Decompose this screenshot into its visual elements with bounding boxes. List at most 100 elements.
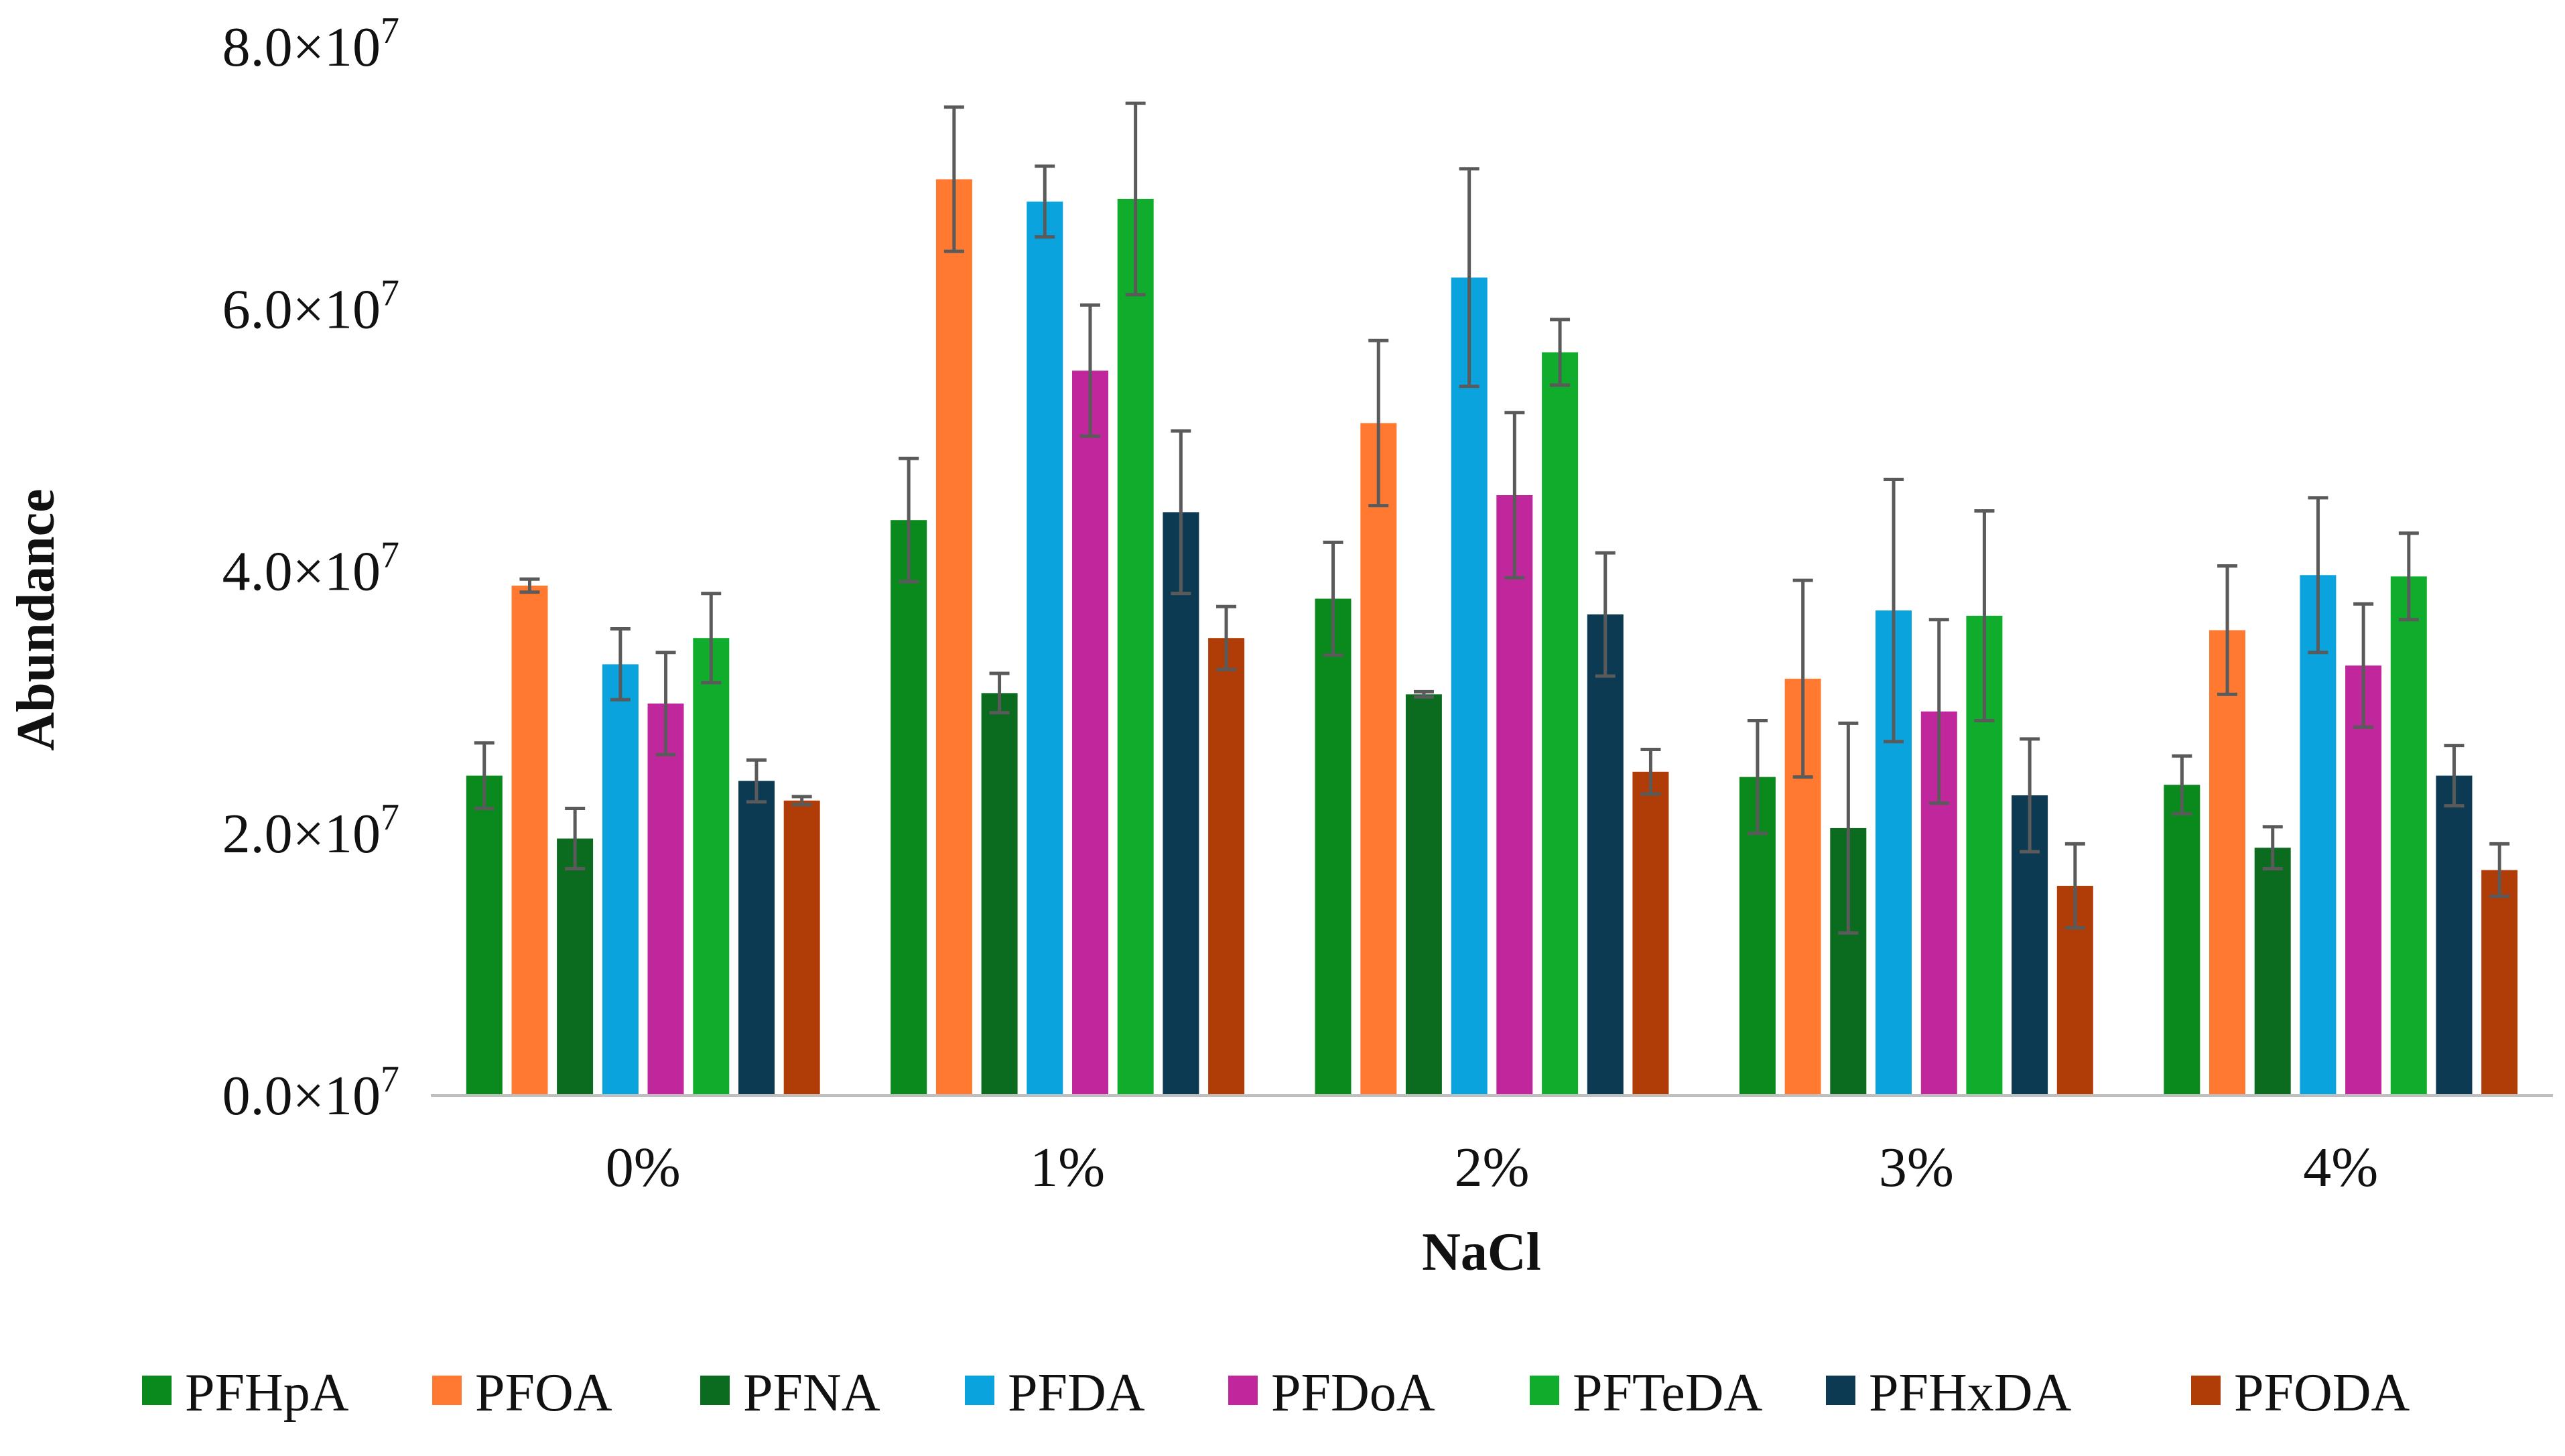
- error-bar: [1640, 748, 1661, 796]
- legend-swatch: [142, 1376, 172, 1405]
- error-bar: [2398, 531, 2419, 622]
- error-bar: [519, 577, 540, 594]
- x-tick-label: 2%: [1455, 1136, 1530, 1199]
- series-pfteda: [693, 101, 2427, 1094]
- y-axis-title: Abundance: [7, 488, 66, 750]
- legend-label: PFHxDA: [1869, 1364, 2072, 1422]
- error-bar: [1079, 303, 1100, 438]
- x-tick-label: 0%: [606, 1136, 681, 1199]
- error-bar: [1413, 689, 1434, 699]
- bar-pfna-2pct: [1405, 694, 1442, 1094]
- bar-pfoa-1pct: [935, 179, 972, 1094]
- x-tick-label: 1%: [1030, 1136, 1105, 1199]
- bar-pfdoa-2pct: [1496, 495, 1533, 1094]
- error-bar: [746, 758, 767, 804]
- legend-label: PFDoA: [1271, 1364, 1435, 1422]
- legend-item-pfhpa: PFHpA: [142, 1364, 349, 1422]
- y-tick-label: 2.0×107: [222, 797, 399, 865]
- legend-item-pfhxda: PFHxDA: [1826, 1364, 2072, 1422]
- error-bar: [943, 105, 964, 253]
- error-bar: [610, 627, 631, 702]
- legend-swatch: [1530, 1376, 1559, 1405]
- legend-swatch: [1826, 1376, 1855, 1405]
- error-bar: [1928, 618, 1949, 805]
- bar-pfhxda-0pct: [738, 781, 775, 1094]
- bar-pfoa-2pct: [1360, 423, 1397, 1094]
- bar-pfoda-0pct: [783, 800, 820, 1094]
- bar-pfda-0pct: [602, 664, 639, 1094]
- y-tick-label: 4.0×107: [222, 535, 399, 603]
- series-pfoa: [511, 105, 2245, 1094]
- error-bar: [1035, 164, 1055, 239]
- error-bar: [1459, 167, 1479, 389]
- y-axis-ticks: 0.0×107 2.0×107 4.0×107 6.0×107 8.0×107: [222, 10, 399, 1127]
- legend-swatch: [700, 1376, 730, 1405]
- y-tick-label: 8.0×107: [222, 10, 399, 78]
- bar-pfna-4pct: [2254, 848, 2291, 1094]
- bar-pfdoa-4pct: [2345, 665, 2382, 1094]
- error-bar: [474, 741, 495, 810]
- error-bar: [2020, 737, 2040, 854]
- error-bar: [2217, 564, 2238, 696]
- x-axis-ticks: 0% 1% 2% 3% 4%: [606, 1136, 2379, 1199]
- error-bar: [1747, 719, 1768, 836]
- error-bar: [2262, 825, 2283, 870]
- bar-pfda-4pct: [2300, 575, 2337, 1094]
- error-bar: [701, 592, 722, 685]
- error-bar: [1595, 551, 1616, 678]
- error-bar: [2353, 602, 2374, 729]
- error-bar: [989, 671, 1010, 715]
- legend-swatch: [1228, 1376, 1258, 1405]
- error-bar: [1838, 721, 1859, 935]
- error-bar: [1368, 338, 1389, 508]
- error-bar: [2172, 754, 2192, 815]
- x-axis-title: NaCl: [1422, 1223, 1541, 1282]
- bar-pfoda-4pct: [2481, 870, 2518, 1094]
- bar-pfhxda-1pct: [1163, 512, 1199, 1094]
- bar-pfteda-2pct: [1542, 352, 1579, 1094]
- legend-item-pfoda: PFODA: [2191, 1364, 2410, 1422]
- error-bar: [565, 807, 586, 870]
- error-bar: [791, 795, 812, 807]
- bar-pfhxda-2pct: [1587, 614, 1624, 1094]
- bar-pfteda-0pct: [693, 638, 730, 1094]
- bar-pfna-0pct: [557, 838, 594, 1094]
- error-bar: [2308, 496, 2328, 655]
- bar-pfda-1pct: [1027, 201, 1063, 1094]
- bar-pfna-1pct: [981, 693, 1018, 1094]
- legend-label: PFODA: [2234, 1364, 2410, 1422]
- legend-label: PFDA: [1008, 1364, 1145, 1422]
- error-bar: [1323, 540, 1343, 657]
- bar-pfoa-0pct: [511, 586, 548, 1094]
- legend-item-pfdoa: PFDoA: [1228, 1364, 1435, 1422]
- legend-label: PFNA: [743, 1364, 880, 1422]
- error-bar: [2444, 744, 2464, 808]
- error-bar: [1171, 429, 1191, 596]
- legend-swatch: [2191, 1376, 2221, 1405]
- legend-item-pfda: PFDA: [965, 1364, 1145, 1422]
- legend-swatch: [432, 1376, 462, 1405]
- legend-swatch: [965, 1376, 994, 1405]
- x-tick-label: 3%: [1879, 1136, 1954, 1199]
- error-bar: [1550, 318, 1571, 387]
- error-bar: [2489, 842, 2510, 899]
- legend-item-pfteda: PFTeDA: [1530, 1364, 1763, 1422]
- bar-pfoa-4pct: [2209, 630, 2245, 1094]
- legend-label: PFTeDA: [1573, 1364, 1763, 1422]
- legend-item-pfoa: PFOA: [432, 1364, 612, 1422]
- y-tick-label: 0.0×107: [222, 1059, 399, 1127]
- error-bar: [899, 456, 919, 584]
- series-pfhpa: [466, 456, 2200, 1094]
- legend-item-pfna: PFNA: [700, 1364, 880, 1422]
- bar-pfdoa-0pct: [647, 704, 684, 1094]
- series-pfdoa: [647, 303, 2382, 1095]
- legend-label: PFOA: [475, 1364, 612, 1422]
- bar-pfhpa-2pct: [1315, 598, 1352, 1094]
- series-pfoda: [783, 604, 2518, 1094]
- error-bar: [1125, 101, 1146, 297]
- error-bar: [1792, 578, 1813, 779]
- bar-pfdoa-1pct: [1072, 371, 1108, 1095]
- bar-pfhpa-1pct: [891, 520, 927, 1094]
